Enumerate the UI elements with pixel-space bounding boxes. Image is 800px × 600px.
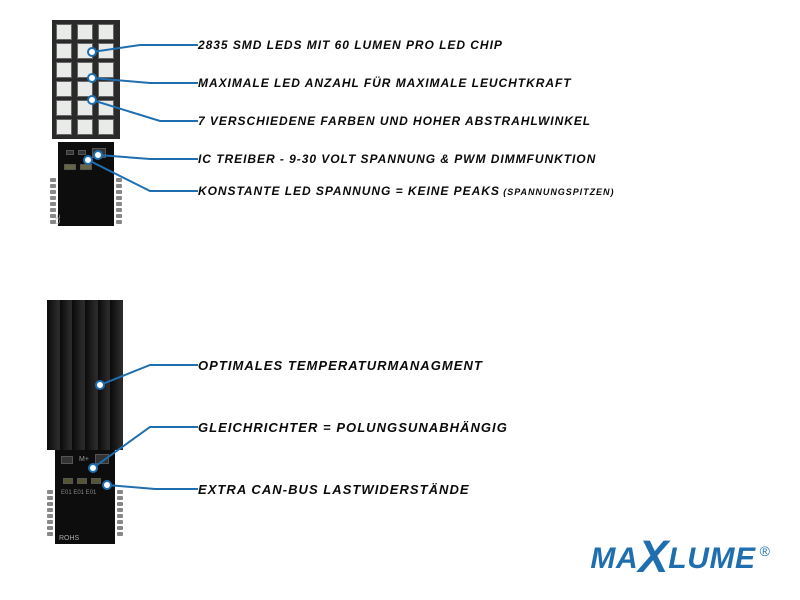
led-cell	[98, 62, 114, 78]
led-grid	[52, 20, 120, 139]
led-cell	[77, 81, 93, 97]
led-cell	[56, 62, 72, 78]
top-label-4: KONSTANTE LED SPANNUNG = KEINE PEAKS (SP…	[198, 184, 614, 198]
maxlume-logo: MA X LUME ®	[590, 533, 770, 585]
led-cell	[56, 100, 72, 116]
logo-post: LUME	[668, 542, 755, 576]
logo-reg: ®	[760, 543, 770, 559]
logo-pre: MA	[590, 542, 638, 576]
led-cell	[56, 119, 72, 135]
top-label-3: IC TREIBER - 9-30 VOLT SPANNUNG & PWM DI…	[198, 152, 596, 166]
pins-right-b	[117, 490, 123, 536]
bottom-label-0: OPTIMALES TEMPERATURMANAGMENT	[198, 358, 483, 373]
pins-left-b	[47, 490, 53, 536]
heatsink	[47, 300, 123, 450]
logo-x: X	[638, 531, 668, 583]
pins-left	[50, 178, 56, 224]
bottom-label-1: GLEICHRICHTER = POLUNGSUNABHÄNGIG	[198, 420, 508, 435]
led-cell	[77, 43, 93, 59]
led-cell	[77, 24, 93, 40]
pcb-bottom: M+ E01 E01 E01 ROHS	[55, 450, 115, 544]
pcb-top: CE	[58, 142, 114, 226]
led-cell	[98, 100, 114, 116]
top-label-1: MAXIMALE LED ANZAHL FÜR MAXIMALE LEUCHTK…	[198, 76, 572, 90]
led-cell	[56, 81, 72, 97]
led-cell	[77, 119, 93, 135]
led-cell	[98, 43, 114, 59]
top-label-0: 2835 SMD LEDS MIT 60 LUMEN PRO LED CHIP	[198, 38, 503, 52]
led-cell	[56, 24, 72, 40]
led-cell	[77, 62, 93, 78]
led-cell	[98, 24, 114, 40]
top-label-2: 7 VERSCHIEDENE FARBEN UND HOHER ABSTRAHL…	[198, 114, 591, 128]
pins-right	[116, 178, 122, 224]
led-cell	[77, 100, 93, 116]
bottom-label-2: EXTRA CAN-BUS LASTWIDERSTÄNDE	[198, 482, 470, 497]
led-cell	[56, 43, 72, 59]
led-cell	[98, 119, 114, 135]
led-cell	[98, 81, 114, 97]
